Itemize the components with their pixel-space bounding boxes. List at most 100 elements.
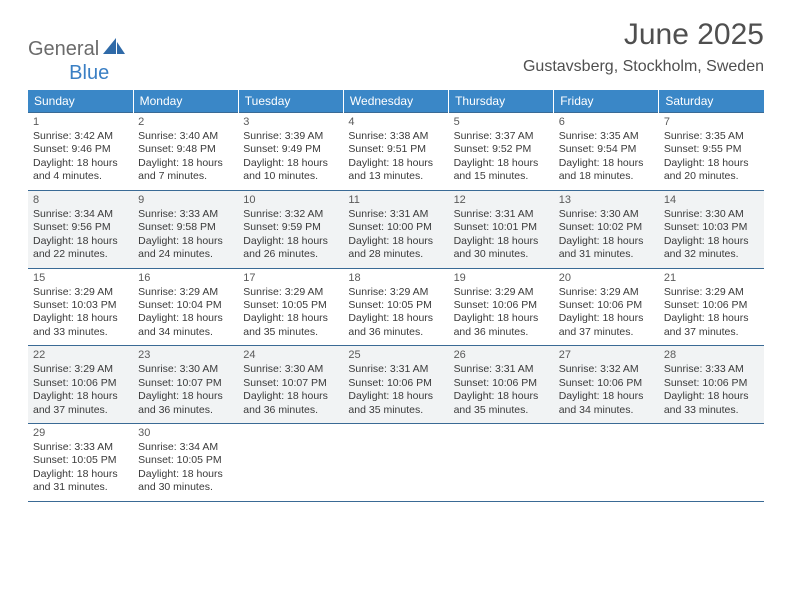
day-number: 14 — [664, 194, 759, 206]
daylight-text: Daylight: 18 hours and 34 minutes. — [559, 390, 654, 417]
location-text: Gustavsberg, Stockholm, Sweden — [523, 58, 764, 76]
sunset-text: Sunset: 10:00 PM — [348, 221, 443, 234]
day-cell: 19Sunrise: 3:29 AMSunset: 10:06 PMDaylig… — [449, 268, 554, 346]
sunrise-text: Sunrise: 3:32 AM — [559, 363, 654, 376]
sunrise-text: Sunrise: 3:29 AM — [348, 286, 443, 299]
day-number: 6 — [559, 116, 654, 128]
day-number: 1 — [33, 116, 128, 128]
weekday-monday: Monday — [133, 90, 238, 113]
day-number: 3 — [243, 116, 338, 128]
day-cell: 27 Sunrise: 3:32 AMSunset: 10:06 PMDaylig… — [554, 346, 659, 424]
sunset-text: Sunset: 10:06 PM — [33, 377, 128, 390]
weekday-header-row: Sunday Monday Tuesday Wednesday Thursday… — [28, 90, 764, 113]
logo-text-general: General — [28, 38, 99, 61]
sunrise-text: Sunrise: 3:29 AM — [33, 286, 128, 299]
sunrise-text: Sunrise: 3:33 AM — [33, 441, 128, 454]
sunset-text: Sunset: 10:06 PM — [348, 377, 443, 390]
sunrise-text: Sunrise: 3:30 AM — [138, 363, 233, 376]
sunset-text: Sunset: 10:04 PM — [138, 299, 233, 312]
daylight-text: Daylight: 18 hours and 36 minutes. — [348, 312, 443, 339]
daylight-text: Daylight: 18 hours and 33 minutes. — [664, 390, 759, 417]
daylight-text: Daylight: 18 hours and 13 minutes. — [348, 157, 443, 184]
day-number: 16 — [138, 272, 233, 284]
sunrise-text: Sunrise: 3:32 AM — [243, 208, 338, 221]
daylight-text: Daylight: 18 hours and 36 minutes. — [138, 390, 233, 417]
sunset-text: Sunset: 10:03 PM — [664, 221, 759, 234]
sunrise-text: Sunrise: 3:29 AM — [138, 286, 233, 299]
day-cell — [554, 424, 659, 502]
daylight-text: Daylight: 18 hours and 4 minutes. — [33, 157, 128, 184]
daylight-text: Daylight: 18 hours and 35 minutes. — [243, 312, 338, 339]
sunset-text: Sunset: 9:56 PM — [33, 221, 128, 234]
day-cell: 23Sunrise: 3:30 AMSunset: 10:07 PMDaylig… — [133, 346, 238, 424]
sunset-text: Sunset: 10:06 PM — [664, 299, 759, 312]
daylight-text: Daylight: 18 hours and 24 minutes. — [138, 235, 233, 262]
day-cell — [449, 424, 554, 502]
day-number: 19 — [454, 272, 549, 284]
day-cell: 29Sunrise: 3:33 AMSunset: 10:05 PMDaylig… — [28, 424, 133, 502]
sunrise-text: Sunrise: 3:29 AM — [664, 286, 759, 299]
day-number: 13 — [559, 194, 654, 206]
day-number: 29 — [33, 427, 128, 439]
day-cell: 28 Sunrise: 3:33 AMSunset: 10:06 PMDaylig… — [659, 346, 764, 424]
daylight-text: Daylight: 18 hours and 26 minutes. — [243, 235, 338, 262]
sunrise-text: Sunrise: 3:29 AM — [33, 363, 128, 376]
day-cell: 22Sunrise: 3:29 AMSunset: 10:06 PMDaylig… — [28, 346, 133, 424]
day-cell: 4Sunrise: 3:38 AMSunset: 9:51 PMDaylight… — [343, 113, 448, 191]
sunset-text: Sunset: 10:06 PM — [559, 299, 654, 312]
header: General Blue June 2025 Gustavsberg, Stoc… — [0, 0, 792, 80]
sunrise-text: Sunrise: 3:29 AM — [559, 286, 654, 299]
day-cell: 20Sunrise: 3:29 AMSunset: 10:06 PMDaylig… — [554, 268, 659, 346]
sunrise-text: Sunrise: 3:33 AM — [664, 363, 759, 376]
weekday-wednesday: Wednesday — [343, 90, 448, 113]
day-cell — [238, 424, 343, 502]
day-cell: 30Sunrise: 3:34 AMSunset: 10:05 PMDaylig… — [133, 424, 238, 502]
day-cell: 9Sunrise: 3:33 AMSunset: 9:58 PMDaylight… — [133, 190, 238, 268]
day-number: 27 — [559, 349, 654, 361]
day-cell: 2Sunrise: 3:40 AMSunset: 9:48 PMDaylight… — [133, 113, 238, 191]
daylight-text: Daylight: 18 hours and 35 minutes. — [348, 390, 443, 417]
daylight-text: Daylight: 18 hours and 35 minutes. — [454, 390, 549, 417]
day-number: 12 — [454, 194, 549, 206]
daylight-text: Daylight: 18 hours and 15 minutes. — [454, 157, 549, 184]
day-number: 17 — [243, 272, 338, 284]
sunset-text: Sunset: 9:55 PM — [664, 143, 759, 156]
day-cell: 11Sunrise: 3:31 AMSunset: 10:00 PMDaylig… — [343, 190, 448, 268]
daylight-text: Daylight: 18 hours and 10 minutes. — [243, 157, 338, 184]
daylight-text: Daylight: 18 hours and 31 minutes. — [559, 235, 654, 262]
daylight-text: Daylight: 18 hours and 37 minutes. — [559, 312, 654, 339]
day-cell: 5Sunrise: 3:37 AMSunset: 9:52 PMDaylight… — [449, 113, 554, 191]
title-block: June 2025 Gustavsberg, Stockholm, Sweden — [523, 18, 764, 76]
sunset-text: Sunset: 10:05 PM — [243, 299, 338, 312]
daylight-text: Daylight: 18 hours and 36 minutes. — [454, 312, 549, 339]
daylight-text: Daylight: 18 hours and 34 minutes. — [138, 312, 233, 339]
logo-text-blue: Blue — [69, 62, 109, 85]
weekday-tuesday: Tuesday — [238, 90, 343, 113]
sunset-text: Sunset: 9:54 PM — [559, 143, 654, 156]
sunrise-text: Sunrise: 3:39 AM — [243, 130, 338, 143]
week-row: 22Sunrise: 3:29 AMSunset: 10:06 PMDaylig… — [28, 346, 764, 424]
sunrise-text: Sunrise: 3:29 AM — [454, 286, 549, 299]
day-cell: 7Sunrise: 3:35 AMSunset: 9:55 PMDaylight… — [659, 113, 764, 191]
weekday-friday: Friday — [554, 90, 659, 113]
calendar-table: Sunday Monday Tuesday Wednesday Thursday… — [28, 90, 764, 502]
sunrise-text: Sunrise: 3:31 AM — [348, 208, 443, 221]
sunset-text: Sunset: 10:06 PM — [664, 377, 759, 390]
day-cell: 17Sunrise: 3:29 AMSunset: 10:05 PMDaylig… — [238, 268, 343, 346]
day-number: 21 — [664, 272, 759, 284]
daylight-text: Daylight: 18 hours and 31 minutes. — [33, 468, 128, 495]
sunset-text: Sunset: 10:06 PM — [559, 377, 654, 390]
sunrise-text: Sunrise: 3:35 AM — [664, 130, 759, 143]
sunrise-text: Sunrise: 3:34 AM — [138, 441, 233, 454]
sunrise-text: Sunrise: 3:31 AM — [454, 208, 549, 221]
day-cell: 13Sunrise: 3:30 AMSunset: 10:02 PMDaylig… — [554, 190, 659, 268]
sunrise-text: Sunrise: 3:40 AM — [138, 130, 233, 143]
day-cell: 24Sunrise: 3:30 AMSunset: 10:07 PMDaylig… — [238, 346, 343, 424]
daylight-text: Daylight: 18 hours and 30 minutes. — [138, 468, 233, 495]
day-number: 23 — [138, 349, 233, 361]
week-row: 1Sunrise: 3:42 AMSunset: 9:46 PMDaylight… — [28, 113, 764, 191]
day-number: 9 — [138, 194, 233, 206]
day-number: 2 — [138, 116, 233, 128]
day-number: 28 — [664, 349, 759, 361]
day-cell: 21Sunrise: 3:29 AMSunset: 10:06 PMDaylig… — [659, 268, 764, 346]
